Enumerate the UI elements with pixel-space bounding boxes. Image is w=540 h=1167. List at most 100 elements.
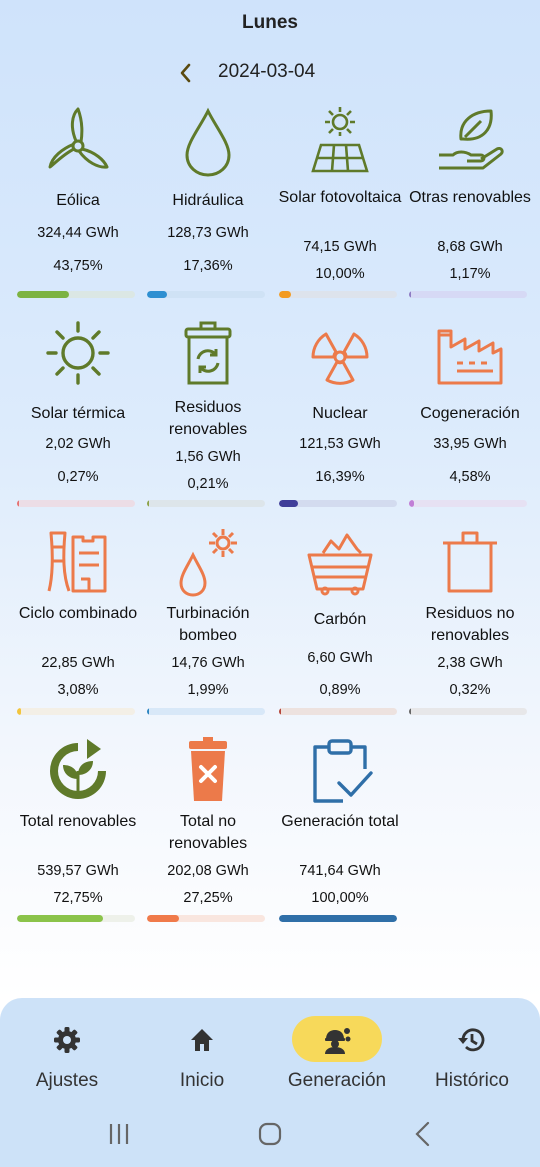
- leaf-hand-icon: [435, 105, 505, 177]
- share-progress-fill: [279, 915, 397, 922]
- tile-name: Nuclear: [312, 405, 368, 422]
- recycle-bin-icon: [173, 317, 243, 389]
- tile-energy: 33,95 GWh: [433, 436, 507, 452]
- coal-cart-icon: [305, 525, 375, 597]
- tile-name: Otras renovables: [409, 189, 531, 206]
- tile-percent: 72,75%: [53, 890, 103, 906]
- gear-icon: [52, 1025, 82, 1055]
- home-icon: [187, 1025, 217, 1055]
- tile-percent: 1,99%: [187, 682, 229, 698]
- solar-panel-icon: [305, 105, 375, 177]
- tile-energy: 741,64 GWh: [299, 863, 381, 879]
- share-progress-fill: [147, 500, 150, 507]
- share-progress-fill: [17, 915, 103, 922]
- share-progress-bar: [17, 500, 135, 507]
- tile-percent: 0,21%: [187, 476, 229, 492]
- tile-percent: 0,32%: [449, 682, 491, 698]
- share-progress-fill: [279, 500, 299, 507]
- factory-icon: [435, 317, 505, 389]
- share-progress-bar: [279, 708, 397, 715]
- page-title: Lunes: [242, 12, 298, 33]
- share-progress-bar: [147, 500, 265, 507]
- tile-name: Generación total: [281, 813, 399, 830]
- generation-tile[interactable]: Cogeneración 33,95 GWh 4,58%: [405, 317, 535, 510]
- generation-tile[interactable]: Nuclear 121,53 GWh 16,39%: [275, 317, 405, 510]
- sun-icon: [43, 317, 113, 389]
- power-plant-icon: [43, 525, 113, 597]
- tile-percent: 4,58%: [449, 469, 491, 485]
- tile-energy: 539,57 GWh: [37, 863, 119, 879]
- generation-tile[interactable]: Generación total 741,64 GWh 100,00%: [275, 735, 405, 925]
- share-progress-bar: [17, 915, 135, 922]
- recent-apps-button[interactable]: [100, 1118, 140, 1152]
- worker-gears-icon: [322, 1025, 352, 1055]
- tile-name: Hidráulica: [172, 192, 244, 209]
- share-progress-bar: [279, 291, 397, 298]
- previous-day-button[interactable]: [176, 60, 196, 86]
- current-date: 2024-03-04: [218, 61, 316, 82]
- recent-apps-icon: [109, 1124, 129, 1144]
- share-progress-fill: [17, 500, 20, 507]
- tile-name: Cogeneración: [420, 405, 520, 422]
- generation-tile[interactable]: Residuos renovables 1,56 GWh 0,21%: [143, 317, 273, 510]
- generation-tile[interactable]: Solar fotovoltaica 74,15 GWh 10,00%: [275, 105, 405, 301]
- share-progress-bar: [147, 708, 265, 715]
- water-drop-icon: [173, 105, 243, 177]
- tile-energy: 2,02 GWh: [45, 436, 111, 452]
- home-circle-icon: [258, 1122, 282, 1146]
- tile-name: Turbinación bombeo: [166, 605, 250, 644]
- nav-label: Generación: [287, 1070, 387, 1091]
- home-system-button[interactable]: [250, 1118, 290, 1152]
- generation-tile[interactable]: Residuos no renovables 2,38 GWh 0,32%: [405, 525, 535, 718]
- tile-name: Residuos no renovables: [425, 605, 515, 644]
- tile-energy: 8,68 GWh: [437, 239, 503, 255]
- nav-label: Ajustes: [35, 1070, 99, 1091]
- tile-energy: 2,38 GWh: [437, 655, 503, 671]
- generation-tile[interactable]: Total renovables 539,57 GWh 72,75%: [13, 735, 143, 925]
- tile-percent: 10,00%: [315, 266, 365, 282]
- tile-name: Carbón: [313, 611, 367, 628]
- tile-percent: 1,17%: [449, 266, 491, 282]
- delete-bin-icon: [173, 735, 243, 807]
- share-progress-fill: [409, 708, 412, 715]
- nav-label: Histórico: [435, 1070, 509, 1091]
- share-progress-fill: [17, 291, 69, 298]
- share-progress-bar: [147, 291, 265, 298]
- nav-item-history[interactable]: Histórico: [417, 1008, 527, 1098]
- share-progress-fill: [147, 291, 168, 298]
- tile-percent: 27,25%: [183, 890, 233, 906]
- tile-percent: 0,27%: [57, 469, 99, 485]
- share-progress-bar: [147, 915, 265, 922]
- tile-energy: 324,44 GWh: [37, 225, 119, 241]
- date-selector: 2024-03-04: [0, 60, 540, 86]
- tile-energy: 202,08 GWh: [167, 863, 249, 879]
- generation-tile[interactable]: Solar térmica 2,02 GWh 0,27%: [13, 317, 143, 510]
- nav-item-gear[interactable]: Ajustes: [12, 1008, 122, 1098]
- trash-can-icon: [435, 525, 505, 597]
- generation-tile[interactable]: Total no renovables 202,08 GWh 27,25%: [143, 735, 273, 925]
- tile-energy: 6,60 GWh: [307, 650, 373, 666]
- generation-tile[interactable]: Otras renovables 8,68 GWh 1,17%: [405, 105, 535, 301]
- generation-tile[interactable]: Carbón 6,60 GWh 0,89%: [275, 525, 405, 718]
- tile-percent: 16,39%: [315, 469, 365, 485]
- generation-tile[interactable]: Hidráulica 128,73 GWh 17,36%: [143, 105, 273, 301]
- share-progress-bar: [409, 500, 527, 507]
- back-system-button[interactable]: [402, 1118, 442, 1152]
- chevron-left-icon: [180, 63, 191, 83]
- generation-tile[interactable]: Eólica 324,44 GWh 43,75%: [13, 105, 143, 301]
- tile-name: Solar térmica: [30, 405, 126, 422]
- tile-name: Solar fotovoltaica: [278, 189, 402, 206]
- tile-energy: 74,15 GWh: [303, 239, 377, 255]
- bottom-navigation: Ajustes Inicio Generación Histórico: [0, 998, 540, 1167]
- nav-item-worker-gears[interactable]: Generación: [282, 1008, 392, 1098]
- generation-tile[interactable]: Turbinación bombeo 14,76 GWh 1,99%: [143, 525, 273, 718]
- nav-item-home[interactable]: Inicio: [147, 1008, 257, 1098]
- share-progress-fill: [147, 708, 150, 715]
- tile-percent: 17,36%: [183, 258, 233, 274]
- share-progress-fill: [409, 500, 415, 507]
- tile-name: Eólica: [56, 192, 100, 209]
- tile-name: Total no renovables: [168, 813, 248, 852]
- generation-tile[interactable]: Ciclo combinado 22,85 GWh 3,08%: [13, 525, 143, 718]
- wind-turbine-icon: [43, 105, 113, 177]
- tile-percent: 3,08%: [57, 682, 99, 698]
